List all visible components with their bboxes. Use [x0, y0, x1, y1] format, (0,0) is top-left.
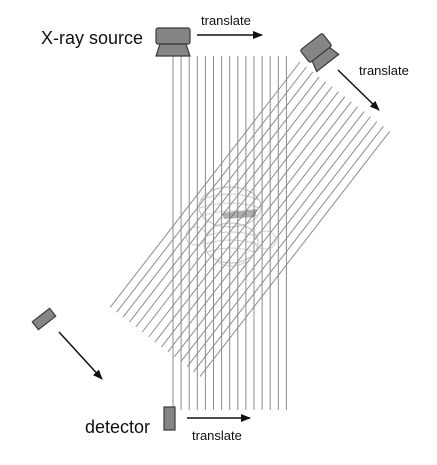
- diagonal-ray: [154, 96, 346, 343]
- translate-label-top: translate: [201, 13, 251, 28]
- diagonal-ray: [122, 71, 314, 318]
- source-label: X-ray source: [41, 28, 143, 48]
- rotated-detector-element-icon: [31, 307, 57, 331]
- translate-arrow-diagonal-bottom: [58, 331, 103, 380]
- diagonal-ray: [193, 126, 384, 373]
- mummy-phantom-icon: [185, 186, 277, 267]
- diagonal-ray: [129, 76, 320, 323]
- diagonal-ray: [167, 106, 359, 353]
- diagonal-ray: [116, 66, 307, 313]
- detector-label: detector: [85, 417, 150, 437]
- xray-tube-icon: [155, 27, 191, 57]
- rotated-xray-tube-icon: [300, 33, 340, 73]
- diagonal-ray: [186, 121, 378, 368]
- translate-label-bottom: translate: [192, 428, 242, 443]
- diagonal-ray: [141, 86, 333, 333]
- translate-label-diagonal: translate: [359, 63, 409, 78]
- translate-arrow-diagonal-top: [337, 69, 380, 111]
- diagonal-ray: [135, 81, 326, 328]
- diagonal-ray: [161, 101, 352, 348]
- diagonal-ray: [199, 131, 391, 377]
- diagonal-ray: [109, 61, 301, 308]
- detector-element-icon: [163, 406, 176, 431]
- diagonal-ray: [174, 111, 365, 358]
- diagonal-projection-rays: [109, 61, 391, 377]
